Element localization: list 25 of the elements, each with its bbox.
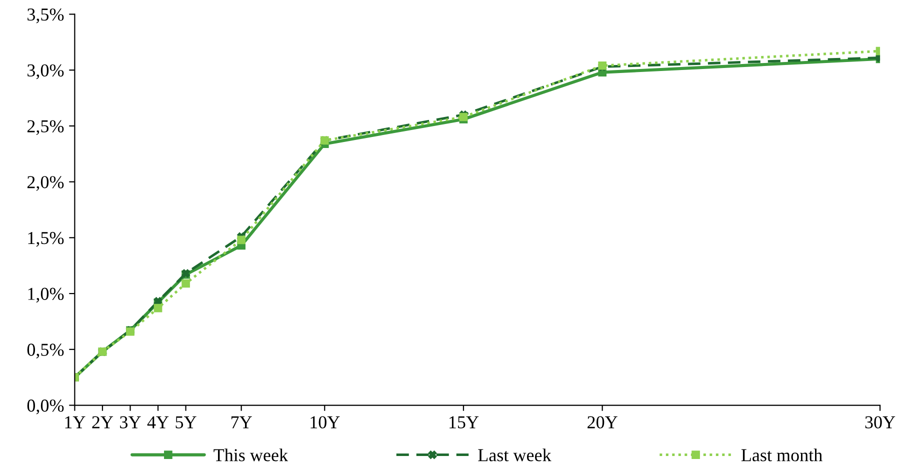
x-tick-label: 4Y [147, 416, 169, 428]
y-tick-label: 2,0% [27, 176, 64, 191]
y-tick-label: 1,0% [28, 288, 64, 303]
x-tick-label: 20Y [588, 416, 618, 428]
legend-label: Last month [741, 448, 822, 462]
y-tick-label: 2,5% [27, 120, 64, 135]
point [154, 304, 162, 312]
x-tick-label: 1Y [65, 416, 86, 428]
legend-label: Last week [478, 448, 552, 462]
y-tick-label: 0,0% [27, 400, 64, 414]
point [237, 236, 246, 244]
x-tick-label: 5Y [176, 416, 196, 428]
x-tick-label: 15Y [450, 416, 479, 428]
y-tick-label: 3,5% [28, 8, 64, 24]
x-tick-label: 30Y [865, 416, 896, 428]
x-tick-label: 3Y [120, 416, 141, 428]
y-tick-label: 1,5% [28, 232, 64, 247]
legend-label: This week [214, 448, 288, 462]
x-tick-label: 7Y [231, 416, 252, 428]
point [459, 112, 468, 122]
x-tick-label: 2Y [92, 416, 114, 428]
y-tick-label: 0,5% [27, 344, 64, 358]
y-tick-label: 3,0% [28, 64, 64, 80]
point [182, 279, 190, 288]
x-tick-label: 10Y [310, 416, 340, 428]
